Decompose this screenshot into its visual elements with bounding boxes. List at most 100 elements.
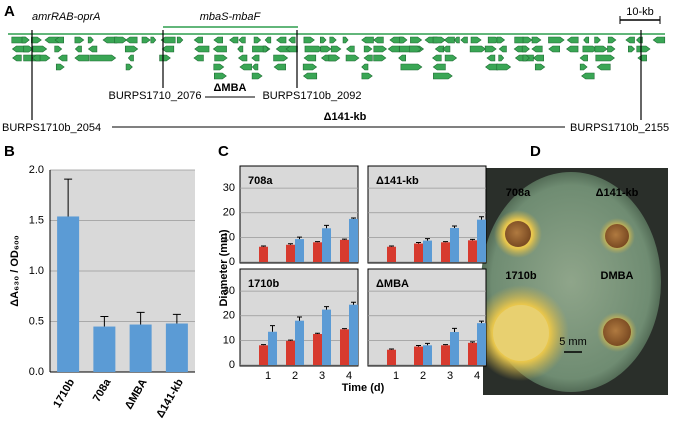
gene (443, 36, 455, 44)
operon-label: mbaS-mbaF (200, 11, 262, 23)
error-bar (470, 341, 475, 343)
gene (361, 63, 369, 71)
gene (581, 72, 595, 80)
gene (54, 36, 64, 44)
bar (322, 309, 331, 365)
gene (342, 36, 349, 44)
strain-label: Δ141-kb (596, 187, 639, 199)
error-bar (270, 325, 275, 332)
error-bar (136, 311, 145, 325)
gene (498, 45, 507, 53)
gene (373, 45, 388, 53)
gene (363, 45, 373, 53)
y-tick-label: 0.5 (29, 315, 44, 327)
gene (485, 63, 498, 71)
gene (239, 63, 252, 71)
gene (531, 36, 542, 44)
gene (89, 54, 117, 62)
gene (251, 63, 259, 71)
gene (498, 54, 505, 62)
gene (124, 45, 139, 53)
gene (607, 36, 617, 44)
gene (486, 54, 496, 62)
error-bar (172, 313, 181, 324)
bar (295, 239, 304, 262)
bar (57, 216, 80, 372)
gene (229, 36, 239, 44)
gene (579, 63, 588, 71)
error-bar (470, 238, 475, 241)
x-tick-label: 1 (393, 370, 399, 382)
x-tick-label: 2 (292, 370, 298, 382)
gene (74, 45, 82, 53)
gene (522, 36, 533, 44)
gene (330, 45, 342, 53)
gene (594, 45, 608, 53)
locus-label: BURPS1710b_2092 (262, 90, 361, 102)
error-bar (288, 339, 293, 341)
y-axis-label: Diameter (mm) (218, 229, 230, 306)
gene (55, 63, 65, 71)
x-tick-label: ΔMBA (123, 377, 150, 412)
gene (12, 54, 22, 62)
gene (408, 45, 422, 53)
strain-label: 708a (506, 187, 531, 199)
error-bar (324, 224, 329, 229)
y-tick-label: 2.0 (29, 164, 44, 176)
gene (212, 45, 227, 53)
error-bar (351, 301, 356, 305)
bar (286, 244, 295, 262)
gene (32, 45, 48, 53)
gene (566, 45, 579, 53)
error-bar (416, 345, 421, 347)
gene (87, 36, 94, 44)
error-bar (261, 344, 266, 346)
gene (193, 54, 204, 62)
error-bar (297, 236, 302, 240)
y-tick-label: 10 (223, 231, 235, 243)
error-bar (452, 327, 457, 333)
bar (286, 340, 295, 365)
gene (262, 45, 269, 53)
panel-label: A (4, 3, 15, 20)
gene (214, 72, 227, 80)
gene (400, 63, 423, 71)
bar (387, 349, 396, 365)
strain-label: 1710b (505, 270, 536, 282)
gene (432, 63, 446, 71)
bar (165, 323, 188, 372)
bar (349, 218, 358, 262)
gene (87, 45, 98, 53)
x-axis-label: Time (d) (342, 382, 385, 394)
gene (594, 36, 601, 44)
gene (628, 45, 636, 53)
locus-label: BURPS1710_2076 (109, 90, 202, 102)
gene (303, 54, 317, 62)
gene (238, 36, 246, 44)
panel-label: C (218, 143, 229, 160)
y-tick-label: 20 (223, 207, 235, 219)
subplot-title: 1710b (248, 278, 279, 290)
gene (251, 72, 263, 80)
y-tick-label: 1.5 (29, 214, 44, 226)
gene (596, 63, 611, 71)
bar (349, 304, 358, 365)
error-bar (443, 241, 448, 243)
locus-label: BURPS1710b_2155 (570, 122, 669, 134)
y-tick-label: 0 (229, 256, 235, 268)
gene (548, 45, 560, 53)
gene (302, 72, 318, 80)
gene (652, 36, 666, 44)
bar (468, 240, 477, 262)
bar (423, 240, 432, 262)
gene (566, 36, 579, 44)
gene (453, 36, 460, 44)
gene (625, 36, 635, 44)
gene (522, 54, 530, 62)
gene (410, 36, 423, 44)
y-axis-label: ΔA₆₃₀ / OD₆₀₀ (9, 235, 21, 307)
gene (214, 54, 228, 62)
error-bar (389, 348, 394, 350)
gene (373, 54, 387, 62)
gene (74, 36, 85, 44)
